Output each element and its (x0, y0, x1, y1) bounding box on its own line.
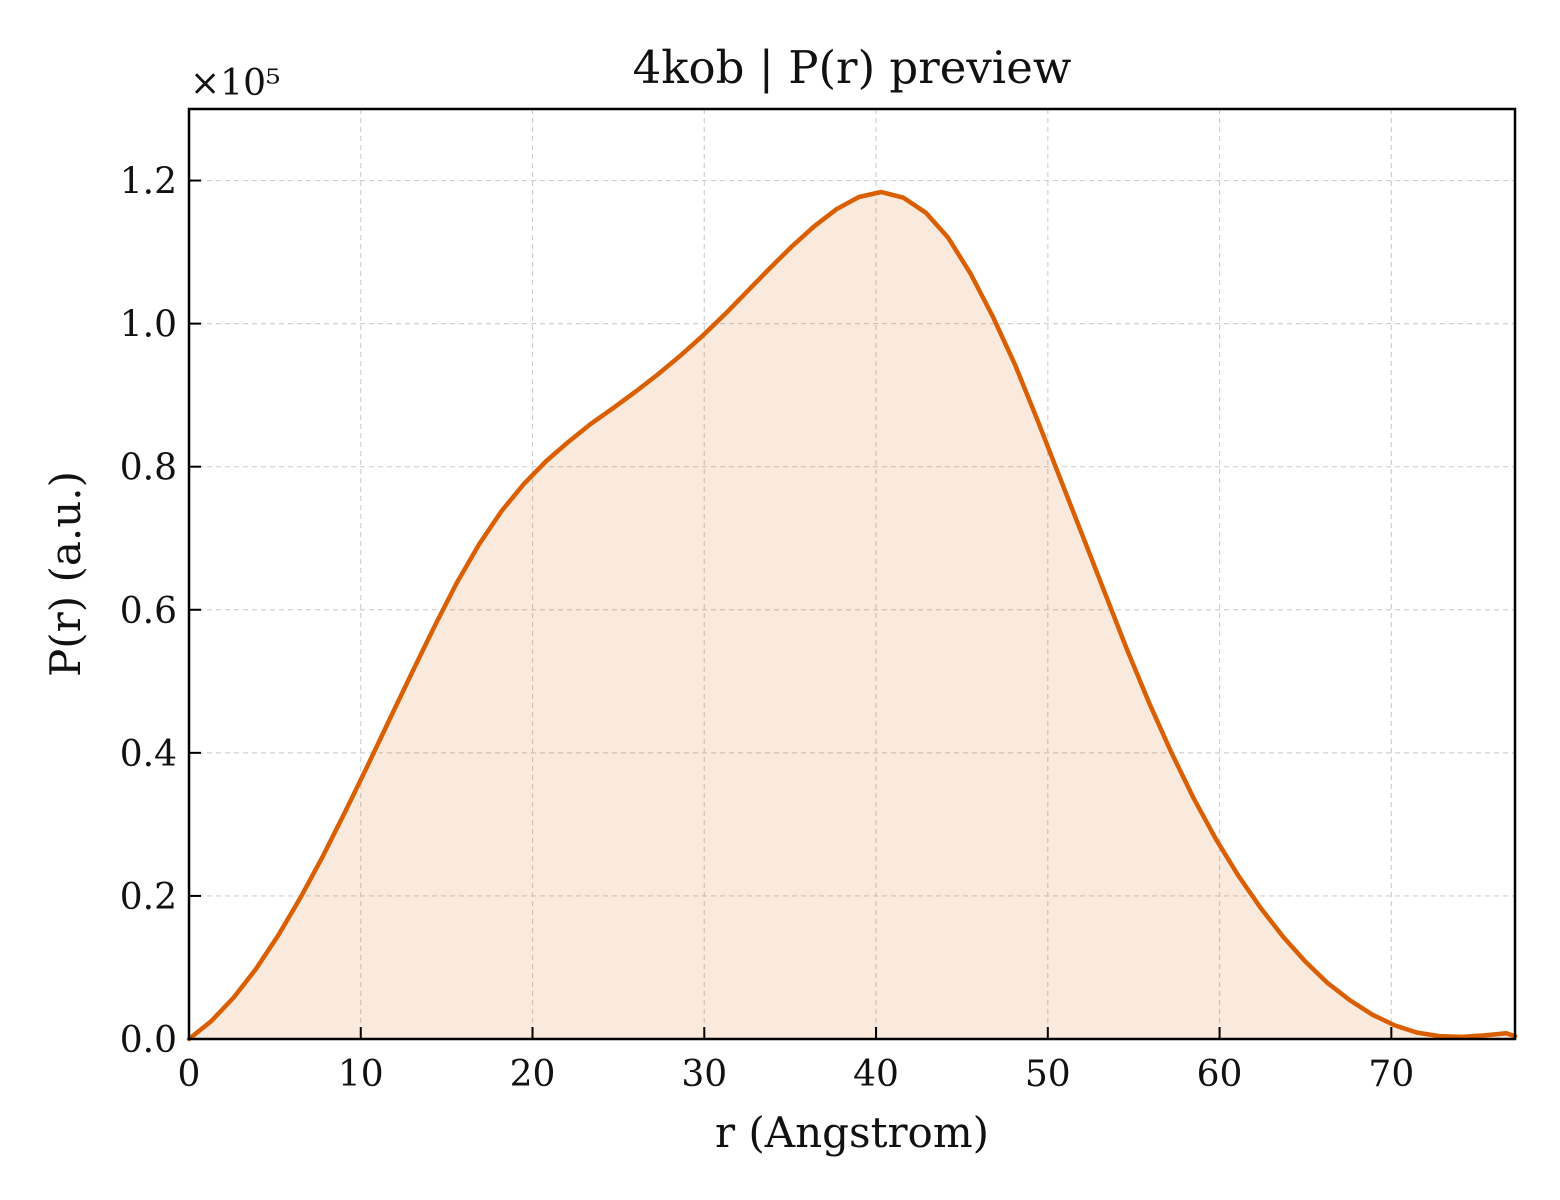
axes-frame (187, 107, 1517, 1041)
grid-lines (189, 109, 1515, 1039)
x-tick-label: 20 (510, 1054, 556, 1095)
y-tick-label: 0.6 (120, 591, 177, 632)
x-tick-label: 50 (1025, 1054, 1071, 1095)
x-axis-label: r (Angstrom) (715, 1108, 989, 1157)
chart-title: 4kob | P(r) preview (633, 41, 1072, 94)
plot-area (186, 189, 1518, 1042)
y-axis-label: P(r) (a.u.) (41, 471, 90, 677)
x-tick-labels: 0 10 20 30 40 50 60 70 (178, 1054, 1415, 1095)
y-tick-label: 1.0 (120, 305, 177, 346)
y-tick-label: 0.8 (120, 448, 177, 489)
y-axis-multiplier: ×10⁵ (190, 63, 280, 104)
y-tick-label: 0.0 (120, 1020, 177, 1061)
series-line (186, 189, 1518, 1042)
y-tick-label: 1.2 (120, 162, 177, 203)
x-tick-label: 0 (178, 1054, 201, 1095)
x-tick-label: 10 (338, 1054, 384, 1095)
x-tick-label: 60 (1197, 1054, 1243, 1095)
series-area-fill (189, 192, 1515, 1039)
y-tick-label: 0.2 (120, 877, 177, 918)
x-tick-label: 30 (681, 1054, 727, 1095)
y-tick-label: 0.4 (120, 734, 177, 775)
y-tick-labels: 0.0 0.2 0.4 0.6 0.8 1.0 1.2 (120, 162, 177, 1061)
x-tick-label: 40 (853, 1054, 899, 1095)
x-tick-label: 70 (1368, 1054, 1414, 1095)
